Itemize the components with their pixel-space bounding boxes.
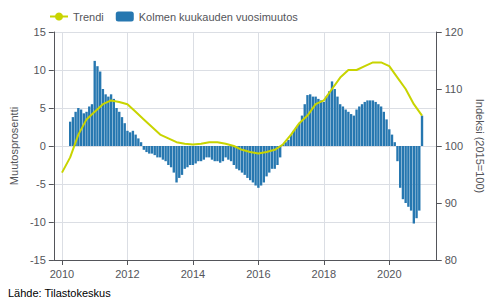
- svg-text:Indeksi (2015=100): Indeksi (2015=100): [474, 99, 486, 193]
- svg-text:10: 10: [34, 64, 46, 76]
- svg-text:120: 120: [445, 26, 463, 38]
- svg-text:Lähde: Tilastokeskus: Lähde: Tilastokeskus: [8, 287, 111, 299]
- svg-text:-10: -10: [30, 216, 46, 228]
- svg-text:100: 100: [445, 140, 463, 152]
- svg-text:Trendi: Trendi: [73, 11, 104, 23]
- svg-text:80: 80: [445, 254, 457, 266]
- svg-text:90: 90: [445, 197, 457, 209]
- svg-text:2020: 2020: [377, 268, 401, 280]
- svg-text:110: 110: [445, 83, 463, 95]
- svg-text:-15: -15: [30, 254, 46, 266]
- svg-text:Muutosprosentti: Muutosprosentti: [8, 107, 20, 185]
- svg-text:2018: 2018: [312, 268, 336, 280]
- svg-text:2010: 2010: [50, 268, 74, 280]
- svg-text:0: 0: [40, 140, 46, 152]
- svg-text:2012: 2012: [115, 268, 139, 280]
- svg-text:2014: 2014: [181, 268, 205, 280]
- svg-text:5: 5: [40, 102, 46, 114]
- svg-text:Kolmen kuukauden vuosimuutos: Kolmen kuukauden vuosimuutos: [139, 11, 298, 23]
- svg-text:-5: -5: [36, 178, 46, 190]
- svg-text:15: 15: [34, 26, 46, 38]
- svg-text:2016: 2016: [246, 268, 270, 280]
